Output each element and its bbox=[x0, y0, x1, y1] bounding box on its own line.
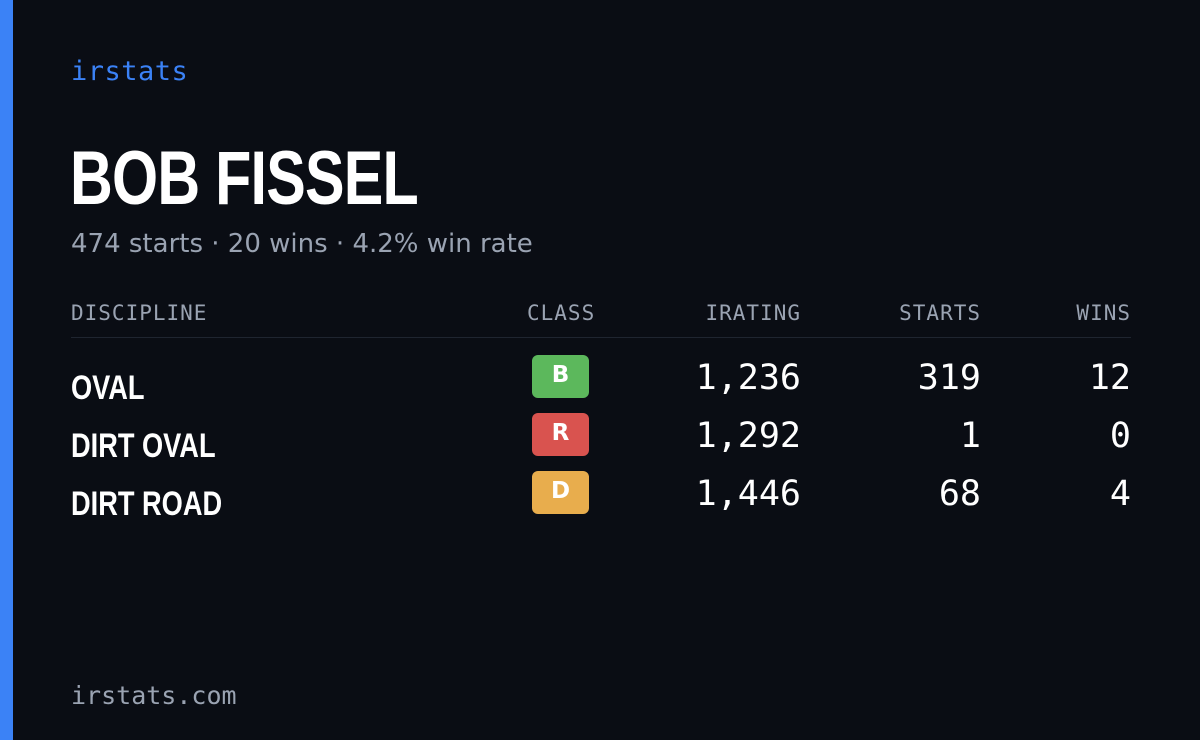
discipline-name: OVAL bbox=[71, 369, 145, 407]
accent-bar bbox=[0, 0, 13, 740]
driver-name: BOB FISSEL bbox=[70, 136, 419, 221]
wins-value: 4 bbox=[1109, 474, 1131, 514]
starts-value: 319 bbox=[917, 358, 981, 398]
header-class: CLASS bbox=[527, 301, 596, 325]
starts-value: 1 bbox=[959, 416, 981, 456]
discipline-name: DIRT ROAD bbox=[71, 485, 223, 523]
table-body: OVAL B 1,236 319 12 DIRT OVAL R 1,292 1 … bbox=[71, 338, 1131, 528]
header-irating: IRATING bbox=[705, 301, 801, 325]
irating-value: 1,236 bbox=[695, 358, 801, 398]
starts-value: 68 bbox=[938, 474, 981, 514]
header-discipline: DISCIPLINE bbox=[71, 301, 208, 325]
wins-value: 0 bbox=[1109, 416, 1131, 456]
stats-table: DISCIPLINE CLASS IRATING STARTS WINS OVA… bbox=[71, 300, 1131, 528]
class-badge: R bbox=[532, 413, 589, 456]
driver-summary: 474 starts · 20 wins · 4.2% win rate bbox=[71, 229, 533, 259]
wins-value: 12 bbox=[1088, 358, 1131, 398]
brand-logo: irstats bbox=[71, 56, 189, 87]
header-starts: STARTS bbox=[899, 301, 981, 325]
class-badge: B bbox=[532, 355, 589, 398]
irating-value: 1,446 bbox=[695, 474, 801, 514]
footer-url: irstats.com bbox=[71, 681, 237, 710]
class-badge: D bbox=[532, 471, 589, 514]
table-row: DIRT OVAL R 1,292 1 0 bbox=[71, 412, 1131, 470]
header-wins: WINS bbox=[1076, 301, 1131, 325]
irating-value: 1,292 bbox=[695, 416, 801, 456]
table-row: DIRT ROAD D 1,446 68 4 bbox=[71, 470, 1131, 528]
table-row: OVAL B 1,236 319 12 bbox=[71, 354, 1131, 412]
table-header: DISCIPLINE CLASS IRATING STARTS WINS bbox=[71, 300, 1131, 338]
discipline-name: DIRT OVAL bbox=[71, 427, 216, 465]
